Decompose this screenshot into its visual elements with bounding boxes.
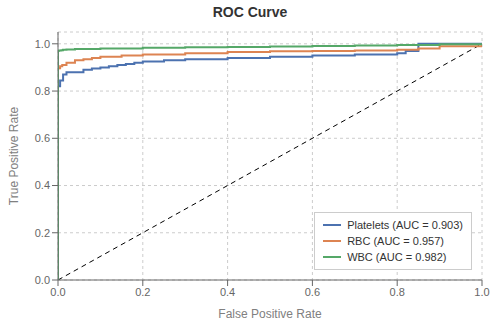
html-text:ROC Curve: ROC Curve — [212, 4, 288, 20]
svg-text:0.4: 0.4 — [220, 286, 235, 298]
html-text:WBC (AUC = 0.982): WBC (AUC = 0.982) — [347, 251, 447, 263]
svg-text:0.0: 0.0 — [50, 286, 65, 298]
svg-text:0.0: 0.0 — [35, 274, 50, 286]
svg-text:0.8: 0.8 — [390, 286, 405, 298]
svg-text:False Positive Rate: False Positive Rate — [218, 307, 322, 321]
svg-text:0.2: 0.2 — [35, 227, 50, 239]
svg-text:1.0: 1.0 — [474, 286, 489, 298]
svg-text:0.6: 0.6 — [35, 132, 50, 144]
html-text:Platelets (AUC = 0.903): Platelets (AUC = 0.903) — [347, 219, 463, 231]
svg-text:0.2: 0.2 — [135, 286, 150, 298]
html-text:RBC (AUC = 0.957): RBC (AUC = 0.957) — [347, 235, 444, 247]
svg-text:0.4: 0.4 — [35, 179, 50, 191]
svg-text:0.8: 0.8 — [35, 85, 50, 97]
svg-text:1.0: 1.0 — [35, 38, 50, 50]
svg-text:0.6: 0.6 — [305, 286, 320, 298]
svg-text:True Positive Rate: True Positive Rate — [8, 107, 21, 206]
